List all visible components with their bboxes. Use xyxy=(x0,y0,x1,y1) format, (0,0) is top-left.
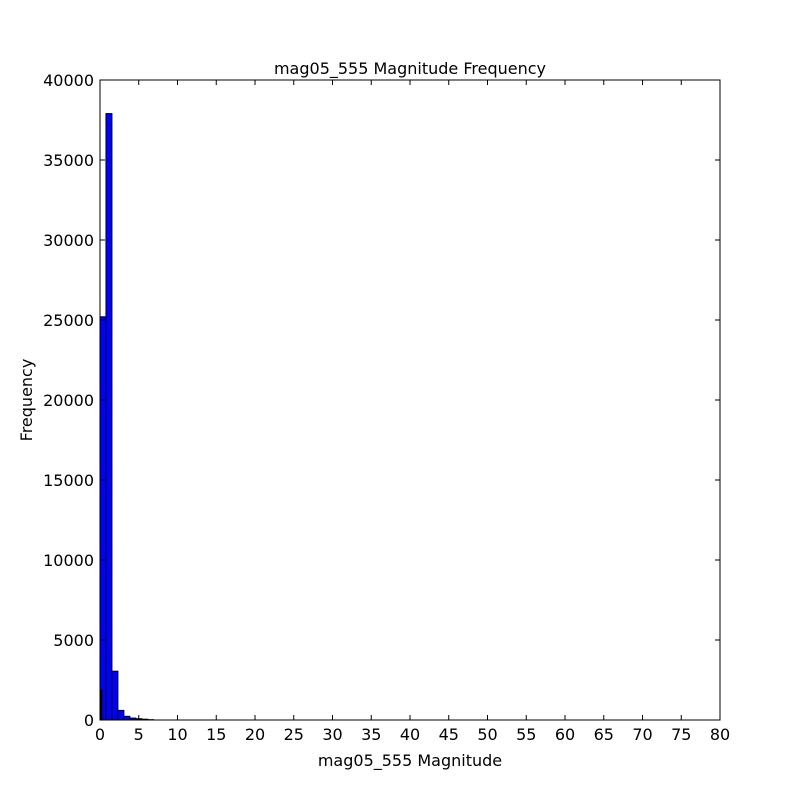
x-tick-label: 45 xyxy=(439,725,459,744)
chart-title: mag05_555 Magnitude Frequency xyxy=(274,59,546,79)
ticks-layer: 0 5 10 15 20 25 30 35 40 45 50 55 60 65 70 75 80 0 5000 100… xyxy=(43,71,730,744)
x-tick-label: 50 xyxy=(477,725,497,744)
histogram-bar xyxy=(118,710,124,720)
x-tick-label: 40 xyxy=(400,725,420,744)
y-tick-label: 5000 xyxy=(53,631,94,650)
x-tick-label: 35 xyxy=(361,725,381,744)
y-tick-label: 15000 xyxy=(43,471,94,490)
histogram-bar xyxy=(100,317,106,720)
y-tick-label: 35000 xyxy=(43,151,94,170)
x-tick-label: 10 xyxy=(167,725,187,744)
plot-frame xyxy=(100,80,720,720)
x-tick-label: 5 xyxy=(134,725,144,744)
x-tick-label: 65 xyxy=(594,725,614,744)
x-tick-label: 15 xyxy=(206,725,226,744)
y-tick-label: 10000 xyxy=(43,551,94,570)
histogram-bar xyxy=(124,716,130,720)
y-tick-label: 0 xyxy=(84,711,94,730)
y-tick-label: 30000 xyxy=(43,231,94,250)
x-tick-label: 20 xyxy=(245,725,265,744)
y-tick-label: 40000 xyxy=(43,71,94,90)
x-tick-label: 75 xyxy=(671,725,691,744)
x-tick-label: 60 xyxy=(555,725,575,744)
x-axis-title: mag05_555 Magnitude xyxy=(318,751,502,771)
x-tick-label: 70 xyxy=(632,725,652,744)
x-tick-label: 80 xyxy=(710,725,730,744)
y-tick-label: 20000 xyxy=(43,391,94,410)
y-axis-title: Frequency xyxy=(17,359,36,442)
histogram-bar xyxy=(106,114,112,720)
y-tick-label: 25000 xyxy=(43,311,94,330)
bars-layer xyxy=(100,114,154,720)
histogram-bar xyxy=(112,671,118,720)
x-tick-label: 25 xyxy=(284,725,304,744)
x-tick-label: 55 xyxy=(516,725,536,744)
x-tick-label: 0 xyxy=(95,725,105,744)
x-tick-label: 30 xyxy=(322,725,342,744)
